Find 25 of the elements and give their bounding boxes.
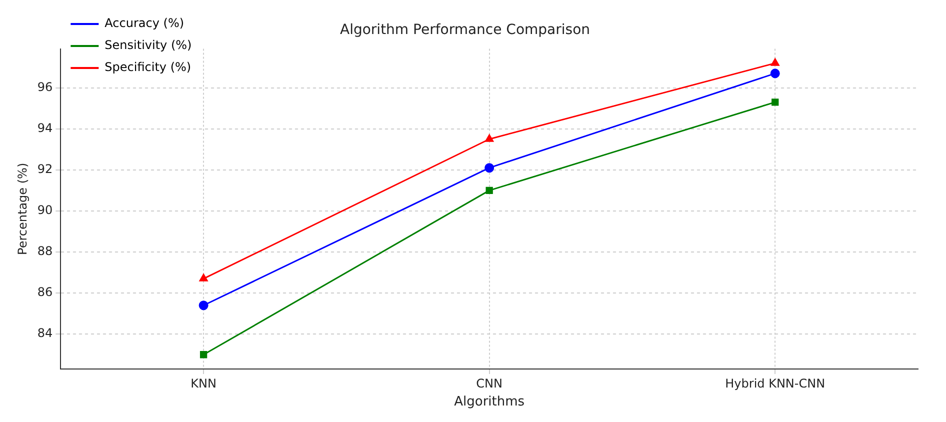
point <box>770 68 780 78</box>
legend-label: Accuracy (%) <box>104 16 184 30</box>
y-tick-label: 96 <box>37 80 53 94</box>
y-tick-label: 88 <box>37 244 53 258</box>
y-tick-label: 86 <box>37 285 53 300</box>
point <box>200 351 208 358</box>
legend-label: Specificity (%) <box>104 60 192 74</box>
x-axis-title: Algorithms <box>454 394 525 410</box>
y-tick-label: 92 <box>37 162 53 176</box>
x-tick-label: CNN <box>476 376 503 390</box>
x-tick-label: Hybrid KNN-CNN <box>725 376 826 390</box>
point <box>772 98 779 106</box>
x-tick-label: KNN <box>190 376 216 390</box>
point <box>199 274 208 282</box>
point <box>198 300 208 310</box>
legend-label: Sensitivity (%) <box>104 38 192 52</box>
y-axis-title: Percentage (%) <box>15 162 30 255</box>
point <box>486 186 493 194</box>
point <box>484 163 494 173</box>
y-tick-label: 84 <box>37 326 53 340</box>
y-tick-label: 94 <box>37 120 53 135</box>
point <box>485 134 494 142</box>
y-tick-label: 90 <box>37 203 53 218</box>
point <box>770 58 780 66</box>
chart-title: Algorithm Performance Comparison <box>340 22 590 38</box>
